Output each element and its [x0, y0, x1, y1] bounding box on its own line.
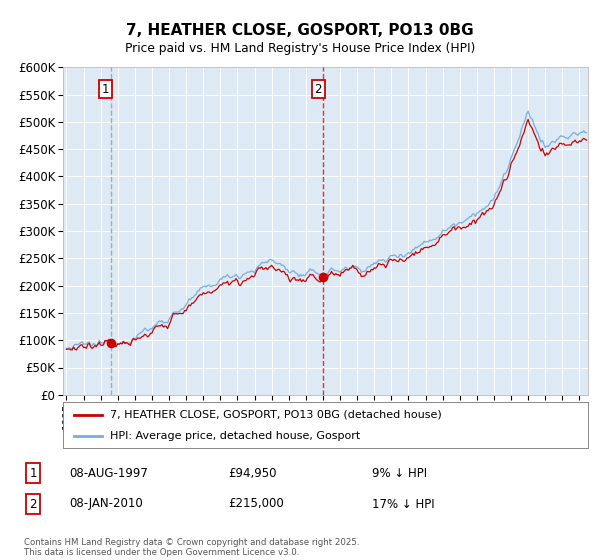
7, HEATHER CLOSE, GOSPORT, PO13 0BG (detached house)	[421, 244, 428, 251]
7, HEATHER CLOSE, GOSPORT, PO13 0BG (detached house)	[449, 225, 456, 231]
HPI: Average price, detached house, Gosport: (2.02e+03, 3.12e+05): Average price, detached house, Gosport: …	[449, 221, 456, 228]
Point	[319, 273, 328, 282]
7, HEATHER CLOSE, GOSPORT, PO13 0BG (detached house)	[171, 311, 178, 318]
Text: 08-AUG-1997: 08-AUG-1997	[69, 466, 148, 480]
Text: 7, HEATHER CLOSE, GOSPORT, PO13 0BG: 7, HEATHER CLOSE, GOSPORT, PO13 0BG	[126, 24, 474, 38]
7, HEATHER CLOSE, GOSPORT, PO13 0BG (detached house)	[583, 137, 590, 143]
Text: 2: 2	[29, 497, 37, 511]
Text: 7, HEATHER CLOSE, GOSPORT, PO13 0BG (detached house): 7, HEATHER CLOSE, GOSPORT, PO13 0BG (det…	[110, 409, 442, 419]
HPI: Average price, detached house, Gosport: (2.03e+03, 4.8e+05): Average price, detached house, Gosport: …	[583, 129, 590, 136]
HPI: Average price, detached house, Gosport: (2e+03, 8.39e+04): Average price, detached house, Gosport: …	[68, 346, 76, 352]
Text: £215,000: £215,000	[228, 497, 284, 511]
7, HEATHER CLOSE, GOSPORT, PO13 0BG (detached house)	[524, 116, 532, 123]
HPI: Average price, detached house, Gosport: (2.02e+03, 5.2e+05): Average price, detached house, Gosport: …	[524, 108, 532, 114]
HPI: Average price, detached house, Gosport: (2e+03, 9.26e+04): Average price, detached house, Gosport: …	[116, 341, 123, 348]
Text: Price paid vs. HM Land Registry's House Price Index (HPI): Price paid vs. HM Land Registry's House …	[125, 42, 475, 55]
Text: 1: 1	[29, 466, 37, 480]
7, HEATHER CLOSE, GOSPORT, PO13 0BG (detached house)	[63, 346, 70, 353]
7, HEATHER CLOSE, GOSPORT, PO13 0BG (detached house)	[345, 267, 352, 273]
HPI: Average price, detached house, Gosport: (2e+03, 1.28e+05): Average price, detached house, Gosport: …	[152, 321, 160, 328]
Text: 17% ↓ HPI: 17% ↓ HPI	[372, 497, 434, 511]
Line: 7, HEATHER CLOSE, GOSPORT, PO13 0BG (detached house): 7, HEATHER CLOSE, GOSPORT, PO13 0BG (det…	[67, 119, 587, 350]
HPI: Average price, detached house, Gosport: (2e+03, 1.51e+05): Average price, detached house, Gosport: …	[171, 309, 178, 315]
HPI: Average price, detached house, Gosport: (2.01e+03, 2.28e+05): Average price, detached house, Gosport: …	[345, 267, 352, 274]
Text: 08-JAN-2010: 08-JAN-2010	[69, 497, 143, 511]
7, HEATHER CLOSE, GOSPORT, PO13 0BG (detached house)	[73, 347, 80, 353]
Text: HPI: Average price, detached house, Gosport: HPI: Average price, detached house, Gosp…	[110, 431, 361, 441]
7, HEATHER CLOSE, GOSPORT, PO13 0BG (detached house)	[116, 341, 123, 348]
HPI: Average price, detached house, Gosport: (2.02e+03, 2.81e+05): Average price, detached house, Gosport: …	[421, 238, 428, 245]
Text: 1: 1	[102, 82, 110, 96]
Point	[106, 338, 116, 347]
HPI: Average price, detached house, Gosport: (2e+03, 8.5e+04): Average price, detached house, Gosport: …	[63, 345, 70, 352]
Text: £94,950: £94,950	[228, 466, 277, 480]
Text: 2: 2	[314, 82, 322, 96]
Text: 9% ↓ HPI: 9% ↓ HPI	[372, 466, 427, 480]
Text: Contains HM Land Registry data © Crown copyright and database right 2025.
This d: Contains HM Land Registry data © Crown c…	[24, 538, 359, 557]
7, HEATHER CLOSE, GOSPORT, PO13 0BG (detached house)	[152, 323, 160, 329]
Line: HPI: Average price, detached house, Gosport: HPI: Average price, detached house, Gosp…	[67, 111, 587, 349]
